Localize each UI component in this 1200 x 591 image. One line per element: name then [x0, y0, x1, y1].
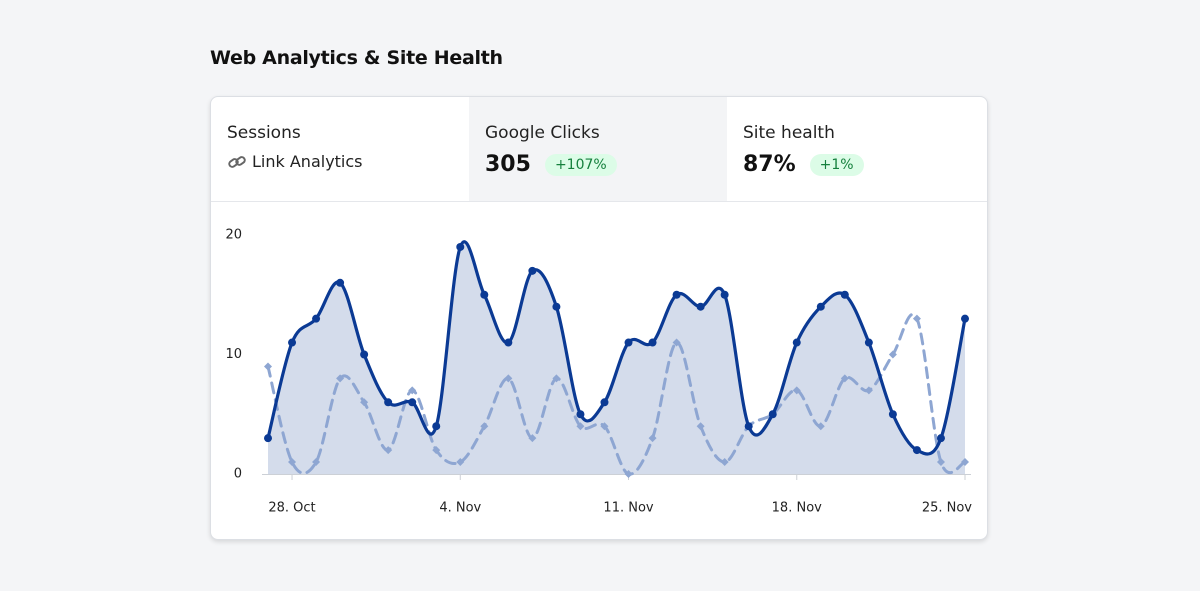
point: [528, 434, 537, 443]
point: [672, 338, 681, 347]
y-tick-label: 20: [225, 228, 242, 243]
point: [912, 314, 921, 323]
point: [504, 338, 513, 347]
change-badge: +107%: [544, 153, 617, 176]
metric-label: Google Clicks: [485, 123, 600, 143]
point: [264, 434, 272, 443]
area: [268, 241, 965, 474]
point: [720, 458, 729, 467]
point: [888, 350, 897, 359]
point: [336, 278, 345, 287]
point: [312, 458, 321, 467]
point: [816, 422, 825, 431]
link-text: Link Analytics: [252, 152, 363, 171]
point: [408, 398, 417, 407]
point: [961, 458, 969, 467]
point: [864, 338, 873, 347]
point: [888, 410, 897, 419]
point: [744, 422, 753, 431]
point: [288, 458, 297, 467]
metric-label: Sessions: [227, 123, 301, 143]
metric-label: Site health: [743, 123, 835, 143]
x-tick-label: 28. Oct: [268, 501, 315, 516]
point: [768, 410, 777, 419]
point: [576, 422, 585, 431]
point: [552, 374, 561, 383]
metric-value: 305: [485, 152, 531, 177]
point: [672, 290, 681, 299]
x-tick-label: 4. Nov: [439, 501, 481, 516]
point: [696, 302, 705, 311]
point: [816, 302, 825, 311]
point: [648, 338, 657, 347]
link[interactable]: Link Analytics: [227, 152, 469, 171]
point: [600, 422, 609, 431]
point: [264, 362, 272, 371]
link-icon: [228, 155, 246, 168]
point: [360, 398, 369, 407]
point: [312, 314, 321, 323]
point: [936, 434, 945, 443]
point: [864, 386, 873, 395]
point: [840, 290, 849, 299]
change-badge: +1%: [809, 153, 864, 176]
x-tick-label: 25. Nov: [922, 501, 972, 516]
point: [576, 410, 585, 419]
point: [456, 242, 465, 251]
metric[interactable]: Site health 87% +1%: [727, 97, 985, 201]
point: [961, 314, 969, 323]
point: [432, 422, 441, 431]
point: [432, 446, 441, 455]
point: [384, 446, 393, 455]
point: [504, 374, 513, 383]
point: [528, 266, 537, 275]
point: [792, 386, 801, 395]
point: [720, 290, 729, 299]
metric-value: 87%: [743, 152, 796, 177]
point: [912, 446, 921, 455]
point: [624, 470, 633, 478]
metrics: Sessions Link Analytics Google Clicks 30…: [211, 97, 987, 202]
line: [266, 313, 967, 476]
page-title: Web Analytics & Site Health: [210, 47, 503, 69]
metric[interactable]: Google Clicks 305 +107%: [469, 97, 727, 201]
point: [696, 422, 705, 431]
x-tick-label: 18. Nov: [772, 501, 822, 516]
point: [480, 422, 489, 431]
point: [936, 458, 945, 467]
point: [408, 386, 417, 395]
metric[interactable]: Sessions Link Analytics: [211, 97, 469, 201]
point: [456, 458, 465, 467]
point: [840, 374, 849, 383]
point: [288, 338, 297, 347]
x-tick-label: 11. Nov: [603, 501, 653, 516]
point: [792, 338, 801, 347]
y-tick-label: 10: [225, 347, 242, 362]
point: [480, 290, 489, 299]
point: [552, 302, 561, 311]
point: [600, 398, 609, 407]
point: [648, 434, 657, 443]
point: [336, 374, 345, 383]
point: [624, 338, 633, 347]
point: [384, 398, 393, 407]
point: [360, 350, 369, 359]
y-tick-label: 0: [234, 467, 242, 482]
